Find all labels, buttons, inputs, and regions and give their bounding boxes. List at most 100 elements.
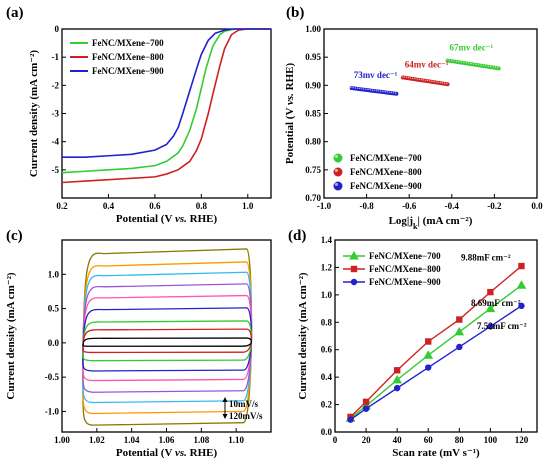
cdl-point [518,262,525,270]
panel-a: (a) 0.2 0.4 0.6 0.8 1.0 -5 -4 -3 -2 -1 0 Potential (… [6,5,272,225]
y-tick-label: 0.70 [305,193,321,203]
y-tick-label: 1.00 [305,24,321,34]
legend-label: FeNC/MXene−900 [92,66,164,76]
y-tick-label: -4 [52,137,60,147]
x-tick-label: 0.6 [149,201,161,211]
tafel-point-shine [446,59,448,61]
legend-swatch-shine [334,182,338,186]
cdl-point [423,350,434,359]
tafel-point-shine [494,66,497,69]
panel-letter: (b) [286,5,304,21]
tafel-point-shine [390,91,393,94]
y-tick-label: -2 [52,80,60,90]
x-axis-title: Potential (V vs. RHE) [116,447,218,459]
cdl-point [454,326,465,336]
cdl-line-1 [350,265,522,418]
y-tick-label: 0.2 [321,400,333,410]
cv-loop-7 [82,328,253,354]
x-tick-label: -0.6 [402,201,417,211]
tafel-point-shine [360,88,363,90]
tafel-point-shine [455,60,458,63]
scan-rate-low: 10mV/s [229,399,258,409]
tafel-point-shine [444,82,446,84]
tafel-slope-label: 73mv dec⁻¹ [354,70,398,80]
tafel-slope-label: 64mv dec⁻¹ [405,59,449,69]
y-tick-label: -1 [52,52,60,62]
cdl-point [425,364,432,371]
tafel-point-shine [475,63,477,66]
x-axis-title: Potential (V vs. RHE) [116,213,218,225]
panel-letter: (a) [6,5,24,21]
tafel-point-shine [352,87,354,89]
y-tick-label: 1.0 [321,290,333,300]
cdl-point [485,303,496,313]
tafel-point-shine [446,82,448,85]
x-tick-label: 100 [484,435,498,445]
x-tick-label: 80 [455,435,465,445]
plot-frame [334,239,538,433]
x-tick-label: 1.10 [228,435,244,445]
y-tick-label: 0.0 [48,338,60,348]
tafel-point-shine [350,86,352,89]
cdl-point [456,316,463,323]
tafel-point-shine [463,61,465,64]
x-tick-label: 0 [333,435,338,445]
y-tick-label: 0.80 [305,137,321,147]
legend-label: FeNC/MXene−800 [369,264,441,274]
capacitance-label: 8.69mF cm⁻² [471,298,521,308]
cdl-point [362,398,370,406]
x-tick-label: 40 [393,435,403,445]
tafel-point-shine [382,90,384,93]
legend-swatch-shine [334,168,338,172]
cdl-point [393,367,401,374]
legend-swatch [333,153,343,163]
legend-label: FeNC/MXene−700 [350,153,422,163]
cdl-point [518,302,525,310]
capacitance-label: 9.88mF cm⁻² [461,253,511,263]
x-tick-label: 1.08 [193,435,209,445]
y-tick-label: 0.85 [305,109,321,119]
legend-label: FeNC/MXene−700 [369,251,441,261]
legend-swatch [333,181,343,191]
tafel-point-shine [437,81,440,83]
lsv-curve-2 [62,28,271,158]
panel-d: (d) 0 20 40 60 80 100 120 0.0 0.2 0.4 0.6 0.8 1.0 1.2 1… [288,228,538,459]
tafel-point-shine [395,92,397,94]
tafel-point-shine [386,91,388,93]
lsv-curve-0 [61,28,271,174]
tafel-point-shine [380,90,382,92]
y-tick-label: 0.5 [48,304,60,314]
tafel-point-shine [409,77,412,79]
tafel-point-shine [439,81,442,84]
y-tick-label: 0.6 [321,345,333,355]
tafel-point-shine [472,63,475,65]
x-tick-label: 120 [515,435,529,445]
x-tick-label: 1.04 [124,435,140,445]
tafel-point [445,82,450,87]
panel-letter: (c) [6,228,23,244]
legend-label: FeNC/MXene−800 [350,167,422,177]
tafel-point-shine [453,60,455,62]
legend-swatch [333,167,343,177]
tafel-point-shine [375,89,378,92]
x-tick-label: 0.4 [103,201,115,211]
tafel-point-shine [392,92,395,94]
tafel-point-shine [388,91,391,93]
tafel-point-shine [460,61,463,63]
tafel-point-shine [433,80,435,83]
tafel-point-shine [403,76,405,78]
tafel-point-shine [435,81,437,83]
cdl-point [347,416,354,423]
tafel-point-shine [431,80,433,82]
legend-label: FeNC/MXene−700 [92,38,164,48]
y-axis-title: Current density (mA cm⁻²) [5,272,17,399]
panel-b: (b) -1.0 -0.8 -0.6 -0.4 -0.2 0.0 0.70 0.75 0.80 0.… [284,5,543,231]
tafel-point-shine [371,89,373,91]
y-tick-label: 0.8 [321,317,333,327]
x-tick-label: -0.8 [359,201,374,211]
scan-arrow-head [222,397,228,402]
lsv-curve-1 [61,28,271,184]
legend-label: FeNC/MXene−900 [350,181,422,191]
x-tick-label: -1.0 [317,201,332,211]
tafel-point-shine [377,90,380,92]
